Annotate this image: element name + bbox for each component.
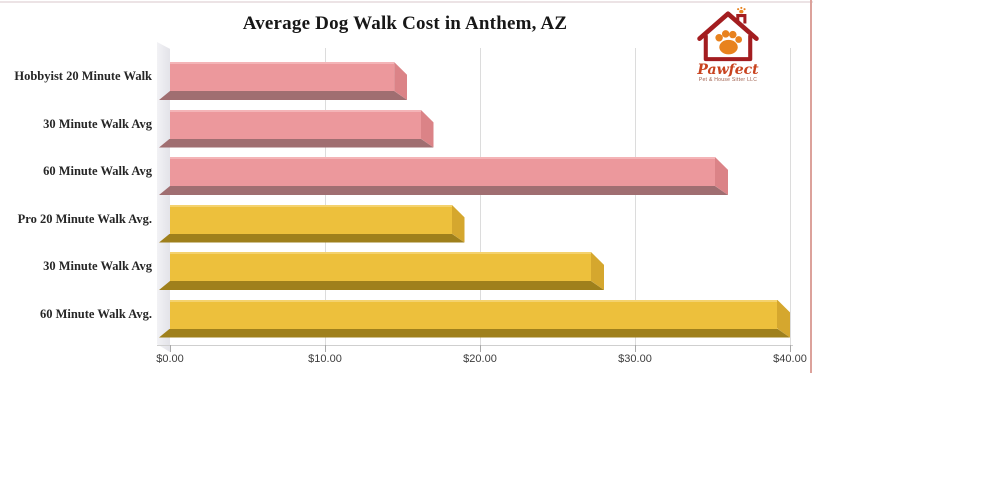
x-tick-label: $30.00 bbox=[618, 353, 652, 365]
bar-face bbox=[170, 62, 395, 91]
axis-tick bbox=[480, 345, 481, 352]
logo-wordmark: Pawfect bbox=[697, 62, 759, 78]
axis-tick bbox=[170, 345, 171, 352]
x-axis-line bbox=[157, 345, 793, 346]
house-paw-icon bbox=[697, 6, 759, 62]
bar-face bbox=[170, 299, 777, 329]
bar bbox=[170, 109, 434, 148]
bar-shadow bbox=[159, 329, 790, 338]
company-logo: Pawfect Pet & House Sitter LLC bbox=[688, 6, 768, 84]
axis-tick bbox=[325, 345, 326, 352]
gridline bbox=[480, 48, 481, 345]
axis-wall bbox=[157, 42, 170, 352]
paw-icon bbox=[715, 30, 743, 55]
gridline bbox=[790, 48, 791, 345]
bar-shadow bbox=[159, 139, 434, 148]
axis-tick bbox=[635, 345, 636, 352]
bar-face bbox=[170, 252, 591, 281]
bar bbox=[170, 204, 465, 243]
category-label: Pro 20 Minute Walk Avg. bbox=[17, 211, 152, 226]
bar-shadow bbox=[159, 91, 407, 100]
bar bbox=[170, 157, 728, 195]
x-tick-label: $20.00 bbox=[463, 353, 497, 365]
bar-shadow bbox=[159, 281, 604, 290]
logo-tagline: Pet & House Sitter LLC bbox=[698, 77, 758, 83]
bar bbox=[170, 62, 408, 100]
category-label: 30 Minute Walk Avg bbox=[43, 259, 152, 273]
chart-title: Average Dog Walk Cost in Anthem, AZ bbox=[242, 13, 568, 34]
gridline bbox=[635, 48, 636, 345]
bar-shadow bbox=[159, 234, 465, 243]
category-label: Hobbyist 20 Minute Walk bbox=[14, 69, 152, 83]
chart-border-top bbox=[0, 1, 813, 3]
category-label: 60 Minute Walk Avg bbox=[43, 164, 152, 178]
axis-tick bbox=[790, 345, 791, 352]
x-tick-label: $10.00 bbox=[308, 353, 342, 365]
gridline bbox=[325, 48, 326, 345]
category-label: 60 Minute Walk Avg. bbox=[39, 306, 152, 321]
bar-face bbox=[170, 204, 452, 234]
chart-border-right bbox=[810, 0, 812, 373]
x-tick-label: $0.00 bbox=[156, 353, 184, 365]
bar bbox=[170, 252, 604, 290]
bar-shadow bbox=[159, 186, 728, 195]
category-label: 30 Minute Walk Avg bbox=[43, 116, 152, 131]
bar-face bbox=[170, 109, 421, 139]
x-tick-label: $40.00 bbox=[773, 353, 807, 365]
bar bbox=[170, 299, 790, 338]
bar-face bbox=[170, 157, 715, 186]
